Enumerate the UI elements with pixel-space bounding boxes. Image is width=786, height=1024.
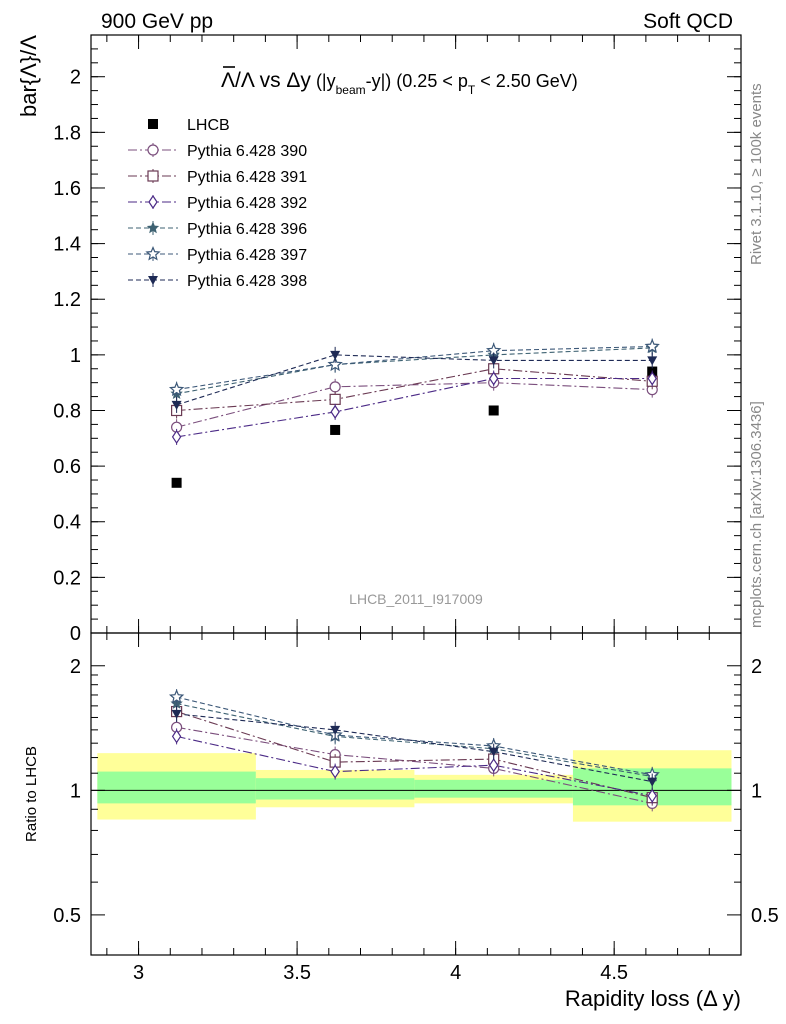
legend-marker [148,276,158,285]
ratio-data-point [647,777,658,787]
ratio-series-line [176,713,653,783]
title-sub-beam: beam [336,83,366,97]
legend-marker [147,170,159,182]
main-series-line [176,347,653,395]
y-tick-label: 0 [70,623,81,645]
main-series-line [176,382,653,428]
side-label-mcplots: mcplots.cern.ch [arXiv:1306.3436] [748,401,765,628]
chart-title: Λ/Λ vs Δy (|ybeam-y|) (0.25 < pT < 2.50 … [221,69,578,97]
legend-label: Pythia 6.428 398 [187,273,307,290]
ratio-data-point [168,689,185,704]
ratio-band-inner [97,771,256,804]
ratio-data-point [330,764,340,779]
y-tick-label: 1.4 [53,234,81,256]
header-left: 900 GeV pp [101,10,213,33]
ratio-series-line [176,696,653,776]
ratio-y-tick-label: 1 [70,780,81,802]
ratio-series-line [176,726,653,804]
main-series-line [176,345,653,391]
main-data-point [329,393,341,405]
axes: 0 0.2 0.4 0.6 0.8 1 1.2 1.4 1.6 1.8 2 0.5 0.5 1 1 2 2 3 3.… [53,34,779,984]
x-tick-label: 4 [450,962,461,984]
legend-marker [148,119,158,129]
legend-label: Pythia 6.428 396 [187,221,307,238]
main-data-point [488,371,499,386]
y-tick-label: 0.4 [53,512,81,534]
ratio-y-tick-label: 0.5 [53,905,81,927]
ratio-band-inner [255,778,415,800]
y-tick-label: 1.2 [53,289,81,311]
main-data-point [644,338,660,354]
y-tick-label: 0.2 [53,567,81,589]
ratio-data-point [171,709,182,719]
x-axis-label: Rapidity loss (Δ y) [565,986,741,1011]
y-tick-label: 2 [70,67,81,89]
ratio-data-point [647,788,657,803]
main-series-line [176,354,653,406]
main-series-lines [176,345,653,438]
main-data-point [171,400,182,410]
y-tick-label: 1.6 [53,178,81,200]
main-data-point [168,381,185,397]
legend-marker [148,194,158,210]
main-data-point [647,371,657,386]
legend-label: Pythia 6.428 397 [187,247,307,264]
ratio-band-inner [414,779,573,798]
y-tick-label: 0.8 [53,400,81,422]
ratio-series-markers [168,689,660,812]
watermark: LHCB_2011_I917009 [349,591,483,607]
main-data-point [488,405,499,416]
ratio-data-point [488,758,499,773]
legend-label: LHCB [187,117,230,134]
ratio-y-tick-label-right: 0.5 [751,905,779,927]
legend-marker [147,144,159,156]
legend-label: Pythia 6.428 391 [187,169,307,186]
title-main: Λ/Λ vs Δy [221,69,311,92]
x-tick-label: 4.5 [600,962,628,984]
main-series-markers [168,338,660,488]
main-series-line [176,377,653,438]
ratio-series-line [176,735,653,797]
legend: LHCB Pythia 6.428 390 Pythia 6.428 391 Pyth… [128,117,307,290]
main-data-point [647,356,658,366]
ratio-y-tick-label-right: 1 [751,780,762,802]
ratio-y-tick-label-right: 2 [751,656,762,678]
ratio-uncertainty-bands [91,750,741,822]
y-tick-label: 0.6 [53,456,81,478]
main-data-point [488,356,499,366]
header-right: Soft QCD [643,10,733,33]
ratio-data-point [488,747,499,757]
ratio-series-line [176,703,653,778]
main-data-point [330,404,340,419]
ratio-series-lines [176,696,653,804]
legend-marker [146,221,160,234]
main-data-point [327,356,343,372]
title-detail-suffix: < 2.50 GeV) [475,71,578,91]
ratio-y-axis-label: Ratio to LHCB [23,746,40,842]
title-detail-prefix: (|y [311,71,336,91]
x-tick-label: 3 [133,962,144,984]
legend-marker [145,245,161,261]
legend-label: Pythia 6.428 390 [187,143,307,160]
main-data-point [329,381,341,393]
main-data-point [330,350,341,360]
ratio-data-point [171,729,182,744]
side-label-rivet: Rivet 3.1.10, ≥ 100k events [748,83,765,265]
main-data-point [330,424,341,435]
ratio-plot-frame [90,632,742,956]
main-data-point [171,429,182,444]
ratio-data-point [330,725,341,735]
main-y-axis-label: bar{Λ}/Λ [16,35,41,117]
title-sub-t: T [468,83,476,97]
y-tick-label: 1 [70,345,81,367]
ratio-series-line [176,711,653,799]
legend-label: Pythia 6.428 392 [187,195,307,212]
main-data-point [171,477,182,488]
x-tick-label: 3.5 [283,962,311,984]
ratio-y-tick-label: 2 [70,656,81,678]
title-detail-mid: -y|) (0.25 < p [366,71,468,91]
y-tick-label: 1.8 [53,122,81,144]
main-series-line [176,368,653,412]
